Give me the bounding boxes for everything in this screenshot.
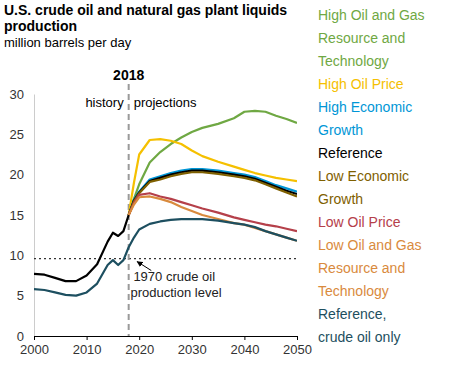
x-tick: 2050	[283, 336, 312, 357]
annotations	[34, 258, 297, 259]
y-tick: 20	[10, 167, 34, 182]
text-line: Low Oil and Gas	[318, 237, 425, 253]
legend: High Oil and Gas Resource and Technology…	[318, 7, 429, 345]
y-axis-line	[34, 95, 35, 337]
x-tick-mark	[192, 336, 193, 340]
text-line: Low Oil Price	[318, 214, 401, 230]
y-tick-label: 20	[10, 167, 24, 182]
series-line	[129, 193, 297, 231]
divider-left-label: history	[85, 95, 124, 110]
x-tick: 2000	[20, 336, 49, 357]
x-tick-mark	[297, 336, 298, 340]
x-tick: 2040	[230, 336, 259, 357]
y-tick: 25	[10, 127, 34, 142]
y-tick: 15	[10, 208, 34, 223]
series-line	[129, 139, 297, 215]
y-tick-label: 10	[10, 248, 24, 263]
x-tick-label: 2050	[283, 342, 312, 357]
series-line	[129, 169, 297, 215]
y-tick-label: 30	[10, 87, 24, 102]
legend-entry: Low Oil and Gas Resource and Technology	[318, 237, 425, 299]
text-line: Low Economic	[318, 168, 413, 184]
x-tick-label: 2010	[73, 342, 102, 357]
title: U.S. crude oil and natural gas plant liq…	[4, 2, 291, 34]
reference-line	[34, 258, 297, 259]
divider-label: 2018	[113, 67, 144, 83]
legend-entry: High Oil and Gas Resource and Technology	[318, 7, 429, 69]
y-tick-label: 15	[10, 208, 24, 223]
y-tick-label: 5	[17, 288, 24, 303]
reference-label: 1970 crude oil production level	[130, 269, 221, 300]
legend-entry: Low Economic Growth	[318, 168, 413, 207]
annotation-texts: 2018 history projections 1970 crude oil pro…	[85, 67, 221, 300]
x-tick-label: 2030	[178, 342, 207, 357]
y-tick: 30	[10, 87, 34, 102]
x-tick-label: 2000	[20, 342, 49, 357]
lines	[34, 111, 297, 296]
x-tick-label: 2020	[125, 342, 154, 357]
text-line: production level	[130, 285, 221, 300]
divider-right-label: projections	[134, 95, 197, 110]
subtitle: million barrels per day	[4, 35, 132, 50]
text-line: Technology	[318, 53, 389, 69]
text-line: High Economic	[318, 99, 416, 115]
text-line: Resource and	[318, 30, 409, 46]
x-tick-mark	[34, 336, 35, 340]
x-tick: 2030	[178, 336, 207, 357]
text-line: 1970 crude oil	[133, 269, 218, 284]
chart: U.S. crude oil and natural gas plant liq…	[0, 0, 460, 376]
text-line: crude oil only	[318, 329, 401, 345]
text-line: Technology	[318, 283, 389, 299]
text-line: Growth	[318, 191, 363, 207]
legend-entry: High Oil Price	[318, 76, 404, 92]
text-line: High Oil Price	[318, 76, 404, 92]
series-line	[129, 111, 297, 215]
text-line: High Oil and Gas	[318, 7, 429, 23]
x-tick-mark	[87, 336, 88, 340]
series-line	[34, 219, 297, 296]
series-line	[34, 171, 297, 282]
text-line: Reference	[318, 145, 383, 161]
x-axis-line	[35, 336, 298, 337]
text-line: Resource and	[318, 260, 409, 276]
legend-entry: Low Oil Price	[318, 214, 401, 230]
x-tick-mark	[139, 336, 140, 340]
reference-arrow	[137, 262, 151, 271]
x-axis: 2000 2010 2020 2030 2040 2050	[20, 336, 312, 357]
y-axis: 051015202530	[10, 87, 35, 344]
legend-entry: High Economic Growth	[318, 99, 416, 138]
text-line: U.S. crude oil and natural gas plant liq…	[4, 2, 291, 18]
x-tick-mark	[244, 336, 245, 340]
x-tick-label: 2040	[230, 342, 259, 357]
x-tick: 2020	[125, 336, 154, 357]
legend-entry: Reference	[318, 145, 383, 161]
text-line: production	[4, 18, 77, 34]
x-tick: 2010	[73, 336, 102, 357]
y-tick: 5	[17, 288, 34, 303]
y-tick: 10	[10, 248, 34, 263]
legend-entry: Reference, crude oil only	[318, 306, 401, 345]
y-tick-label: 25	[10, 127, 24, 142]
text-line: Growth	[318, 122, 363, 138]
text-line: Reference,	[318, 306, 390, 322]
